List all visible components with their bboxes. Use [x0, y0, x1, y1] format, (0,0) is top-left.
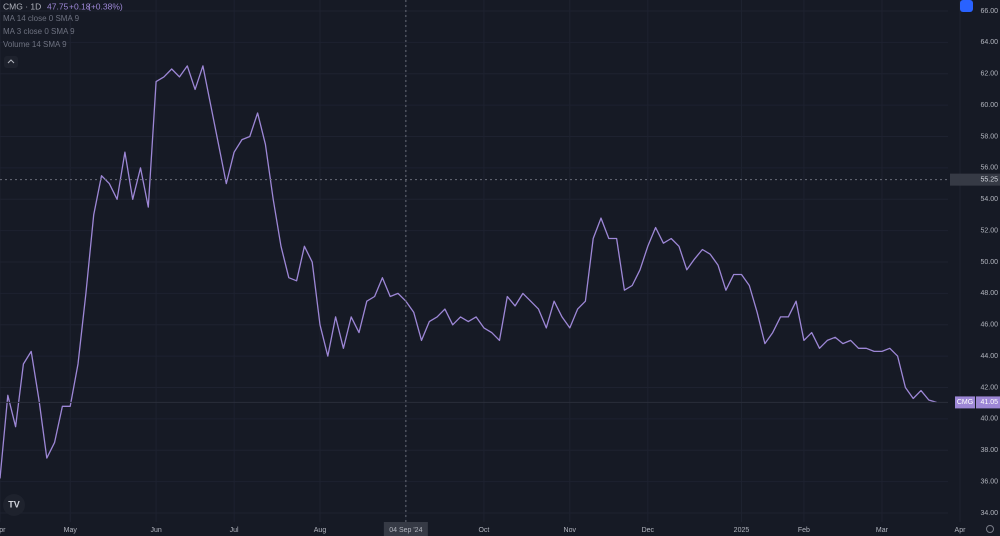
x-tick-label: Jun: [150, 527, 161, 534]
last-symbol: CMG: [957, 399, 973, 406]
indicator-label: Volume 14 SMA 9: [3, 40, 67, 49]
y-tick-label: 62.00: [980, 71, 998, 78]
y-tick-label: 52.00: [980, 227, 998, 234]
y-tick-label: 46.00: [980, 322, 998, 329]
y-tick-label: 60.00: [980, 102, 998, 109]
price-line: [0, 65, 937, 479]
logo[interactable]: [3, 494, 25, 516]
price-change: +0.18: [69, 1, 91, 11]
x-tick-label: Aug: [314, 527, 327, 534]
indicator-label: MA 14 close 0 SMA 9: [3, 14, 80, 23]
y-tick-label: 34.00: [980, 510, 998, 517]
x-tick-label: Mar: [876, 527, 889, 534]
y-tick-label: 56.00: [980, 165, 998, 172]
x-tick-label: Dec: [642, 527, 655, 534]
last-value-label: 41.05: [980, 399, 998, 406]
x-tick-label: Apr: [955, 527, 967, 534]
collapse-icon: [7, 59, 15, 64]
crosshair-y-label: 55.25: [980, 176, 998, 183]
x-tick-label: Jul: [230, 527, 239, 534]
settings-button[interactable]: [960, 0, 973, 12]
x-tick-label: Apr: [0, 527, 6, 534]
plot: [0, 65, 937, 479]
price-change-pct: (+0.38%): [88, 1, 123, 11]
axis-settings[interactable]: [986, 525, 994, 533]
chart-title: CMG · 1D: [3, 1, 41, 11]
grid: [0, 0, 961, 522]
y-tick-label: 48.00: [980, 290, 998, 297]
indicator-label: MA 3 close 0 SMA 9: [3, 27, 75, 36]
y-tick-label: 38.00: [980, 447, 998, 454]
last-value-box: [976, 396, 1000, 409]
logo-text: TV: [8, 499, 20, 509]
x-tick-label: May: [64, 527, 78, 534]
y-tick-label: 44.00: [980, 353, 998, 360]
y-tick-label: 42.00: [980, 384, 998, 391]
last-price: 47.75: [47, 1, 69, 11]
x-tick-label: Feb: [798, 527, 810, 534]
crosshair-x-box: [383, 522, 428, 536]
y-tick-label: 36.00: [980, 478, 998, 485]
x-tick-label: 04 Sep '24: [389, 527, 422, 534]
collapse-button[interactable]: [4, 56, 18, 68]
x-tick-label: Oct: [478, 527, 489, 534]
y-tick-label: 66.00: [980, 8, 998, 15]
y-tick-label: 40.00: [980, 416, 998, 423]
crosshair-y-box: [950, 173, 1000, 186]
y-tick-label: 58.00: [980, 133, 998, 140]
last-symbol-box: [955, 396, 975, 409]
y-tick-label: 54.00: [980, 196, 998, 203]
x-tick-label: 2025: [734, 527, 750, 534]
x-tick-label: Nov: [564, 527, 577, 534]
y-tick-label: 64.00: [980, 39, 998, 46]
y-tick-label: 50.00: [980, 259, 998, 266]
